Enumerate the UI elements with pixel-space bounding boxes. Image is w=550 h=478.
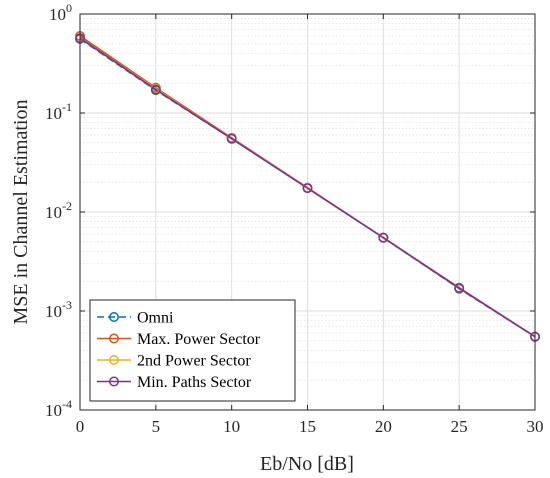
y-tick-base: 10	[45, 104, 62, 123]
y-tick-label: 10-4	[45, 397, 72, 420]
series-marker-3	[378, 232, 389, 243]
x-axis-label: Eb/No [dB]	[260, 453, 354, 475]
y-tick-label: 10-1	[45, 100, 72, 123]
y-tick-label: 10-3	[45, 298, 72, 321]
legend-label: 2nd Power Sector	[137, 353, 251, 370]
x-tick-label: 15	[299, 417, 316, 436]
y-tick-label: 10-2	[45, 199, 72, 222]
x-tick-label: 30	[527, 417, 544, 436]
legend-marker-2	[109, 355, 119, 365]
legend-label: Min. Paths Sector	[137, 374, 252, 391]
x-tick-label: 10	[223, 417, 240, 436]
legend: Omni Max. Power Sector 2nd Power Sector Min…	[89, 299, 296, 402]
y-axis-label: MSE in Channel Estimation	[10, 100, 32, 325]
y-tick-base: 10	[49, 5, 66, 24]
y-tick-base: 10	[45, 203, 62, 222]
series-marker-3	[454, 283, 465, 294]
legend-label: Omni	[137, 310, 174, 327]
y-tick-exponent: -4	[62, 397, 72, 411]
legend-marker-0	[109, 312, 119, 322]
legend-label: Max. Power Sector	[137, 331, 261, 348]
y-tick-exponent: -1	[62, 100, 72, 114]
x-tick-label: 25	[451, 417, 468, 436]
legend-marker-1	[109, 333, 119, 344]
series-marker-3	[150, 84, 161, 95]
y-tick-exponent: -2	[62, 199, 72, 213]
x-tick-label: 5	[152, 417, 161, 436]
series-marker-3	[302, 183, 313, 194]
series-marker-3	[226, 133, 237, 144]
y-tick-exponent: -3	[62, 298, 72, 312]
x-tick-label: 20	[375, 417, 392, 436]
x-tick-label: 0	[76, 417, 85, 436]
y-tick-base: 10	[45, 401, 62, 420]
legend-marker-3	[109, 376, 119, 387]
y-tick-exponent: 0	[66, 1, 72, 15]
y-tick-base: 10	[45, 302, 62, 321]
series-line-3	[79, 37, 536, 338]
y-tick-label: 100	[49, 1, 72, 24]
